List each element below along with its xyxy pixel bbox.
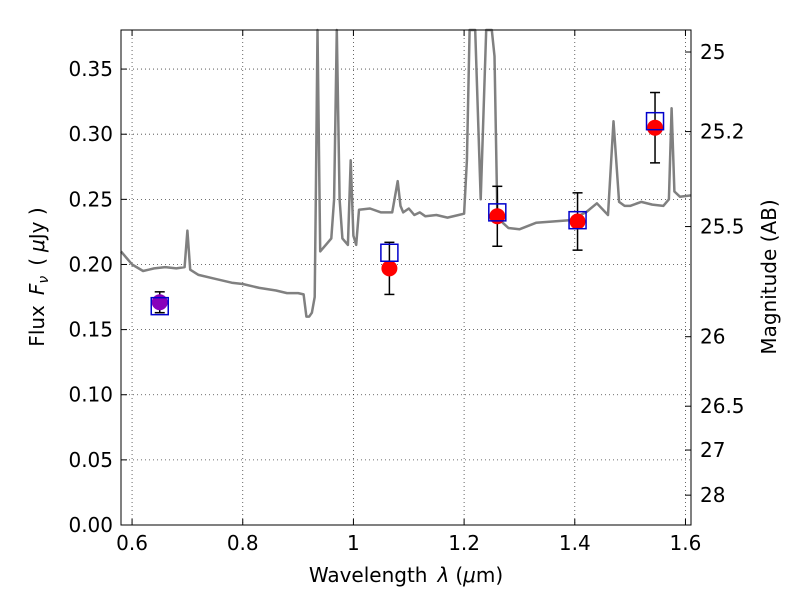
x-tick-label: 1 [347,531,360,555]
mag-tick-label: 26.5 [700,394,745,418]
y2-axis-label: Magnitude (AB) [757,199,781,354]
model-box [380,243,399,262]
x-axis-label: Wavelength λ (μm) [309,563,503,587]
axis-ticks [121,30,691,526]
x-axis-label-text: Wavelength [309,563,428,587]
tick-labels: 0.6 0.8 1 1.2 1.4 1.6 0.00 0.05 0.10 0.15 0.20 0.25… [68,40,744,555]
y-axis-label-text: Flux [25,305,49,347]
model-box [645,111,665,131]
observed-point [569,213,586,230]
y-tick-label: 0.25 [68,187,113,211]
observed-point [489,208,506,225]
x-tick-label: 0.6 [116,531,148,555]
y-tick-label: 0.10 [68,383,113,407]
errorbars [154,91,661,314]
y-axis-label: FluxFν(μJy ) [25,207,52,346]
model-box [150,296,169,316]
y-tick-label: 0.20 [68,252,113,276]
plot-frame [120,29,692,526]
spectrum-series [120,28,692,318]
y-tick-label: 0.00 [68,513,113,537]
y-tick-label: 0.35 [68,57,113,81]
observed-point [381,260,398,277]
mag-tick-label: 28 [700,483,725,507]
model-box [488,203,507,222]
mag-tick-label: 25 [700,40,725,64]
x-tick-label: 1.4 [559,531,591,555]
x-tick-label: 1.6 [670,531,702,555]
spectrum-line [120,28,692,318]
mag-tick-label: 26 [700,325,725,349]
mag-tick-label: 25.2 [700,120,745,144]
y-tick-label: 0.30 [68,122,113,146]
observed-point [647,119,664,136]
x-tick-label: 0.8 [227,531,259,555]
observed-point [151,294,168,311]
y-tick-label: 0.15 [68,318,113,342]
y-tick-label: 0.05 [68,448,113,472]
mag-tick-label: 25.5 [700,215,745,239]
model-boxes [150,111,665,316]
x-tick-label: 1.2 [448,531,480,555]
mag-tick-label: 27 [700,438,725,462]
x-axis-label-symbol: λ [436,563,449,587]
model-box [568,210,587,230]
